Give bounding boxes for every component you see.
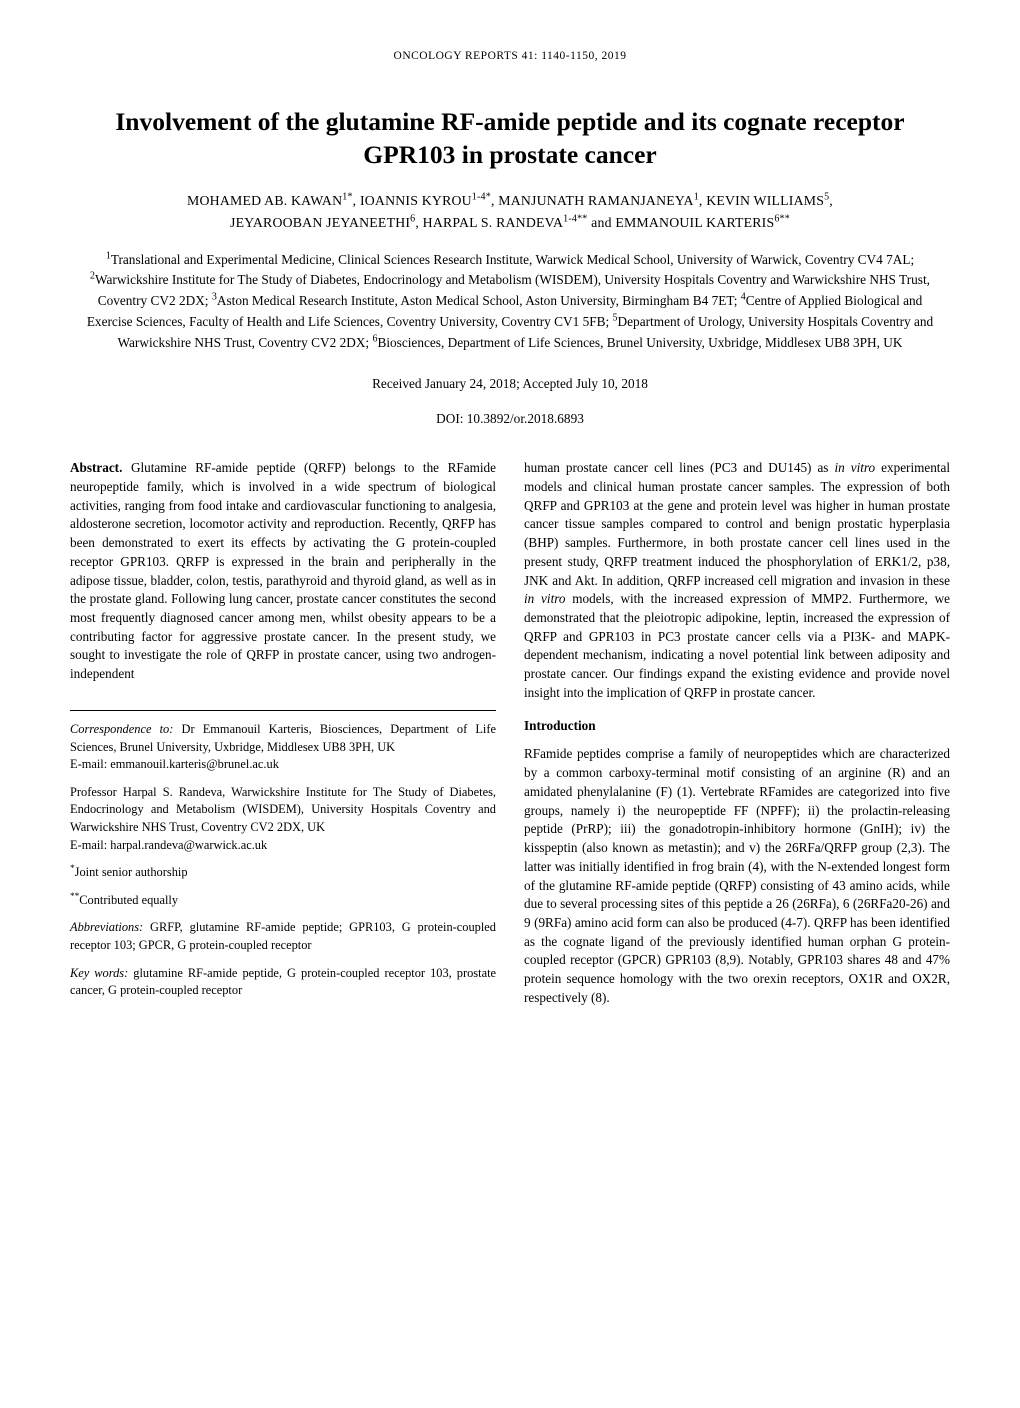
authors-list: MOHAMED AB. KAWAN1*, IOANNIS KYROU1-4*, … — [70, 190, 950, 234]
abstract-paragraph: Abstract. Glutamine RF-amide peptide (QR… — [70, 459, 496, 684]
keywords-text: glutamine RF-amide peptide, G protein-co… — [70, 966, 496, 998]
correspondence-2-text: Professor Harpal S. Randeva, Warwickshir… — [70, 785, 496, 834]
correspondence-block: Correspondence to: Dr Emmanouil Karteris… — [70, 710, 496, 1000]
introduction-heading: Introduction — [524, 717, 950, 736]
doi: DOI: 10.3892/or.2018.6893 — [70, 410, 950, 429]
correspondence-1-email: E-mail: emmanouil.karteris@brunel.ac.uk — [70, 757, 279, 771]
affiliations: 1Translational and Experimental Medicine… — [70, 250, 950, 354]
introduction-text: RFamide peptides comprise a family of ne… — [524, 745, 950, 1007]
correspondence-2-email: E-mail: harpal.randeva@warwick.ac.uk — [70, 838, 267, 852]
journal-header: ONCOLOGY REPORTS 41: 1140-1150, 2019 — [70, 48, 950, 64]
abbreviations: Abbreviations: GRFP, glutamine RF-amide … — [70, 919, 496, 954]
contributed-equally-note: **Contributed equally — [70, 892, 496, 910]
abstract-label: Abstract. — [70, 460, 122, 475]
correspondence-lead: Correspondence to: — [70, 722, 173, 736]
correspondence-2: Professor Harpal S. Randeva, Warwickshir… — [70, 784, 496, 854]
keywords: Key words: glutamine RF-amide peptide, G… — [70, 965, 496, 1000]
correspondence-1: Correspondence to: Dr Emmanouil Karteris… — [70, 721, 496, 774]
abstract-text-col1: Glutamine RF-amide peptide (QRFP) belong… — [70, 460, 496, 681]
abbreviations-lead: Abbreviations: — [70, 920, 143, 934]
joint-authorship-note: *Joint senior authorship — [70, 864, 496, 882]
keywords-lead: Key words: — [70, 966, 128, 980]
received-dates: Received January 24, 2018; Accepted July… — [70, 375, 950, 394]
article-title: Involvement of the glutamine RF-amide pe… — [70, 106, 950, 171]
body-columns: Abstract. Glutamine RF-amide peptide (QR… — [70, 459, 950, 1010]
abstract-continuation: human prostate cancer cell lines (PC3 an… — [524, 459, 950, 703]
